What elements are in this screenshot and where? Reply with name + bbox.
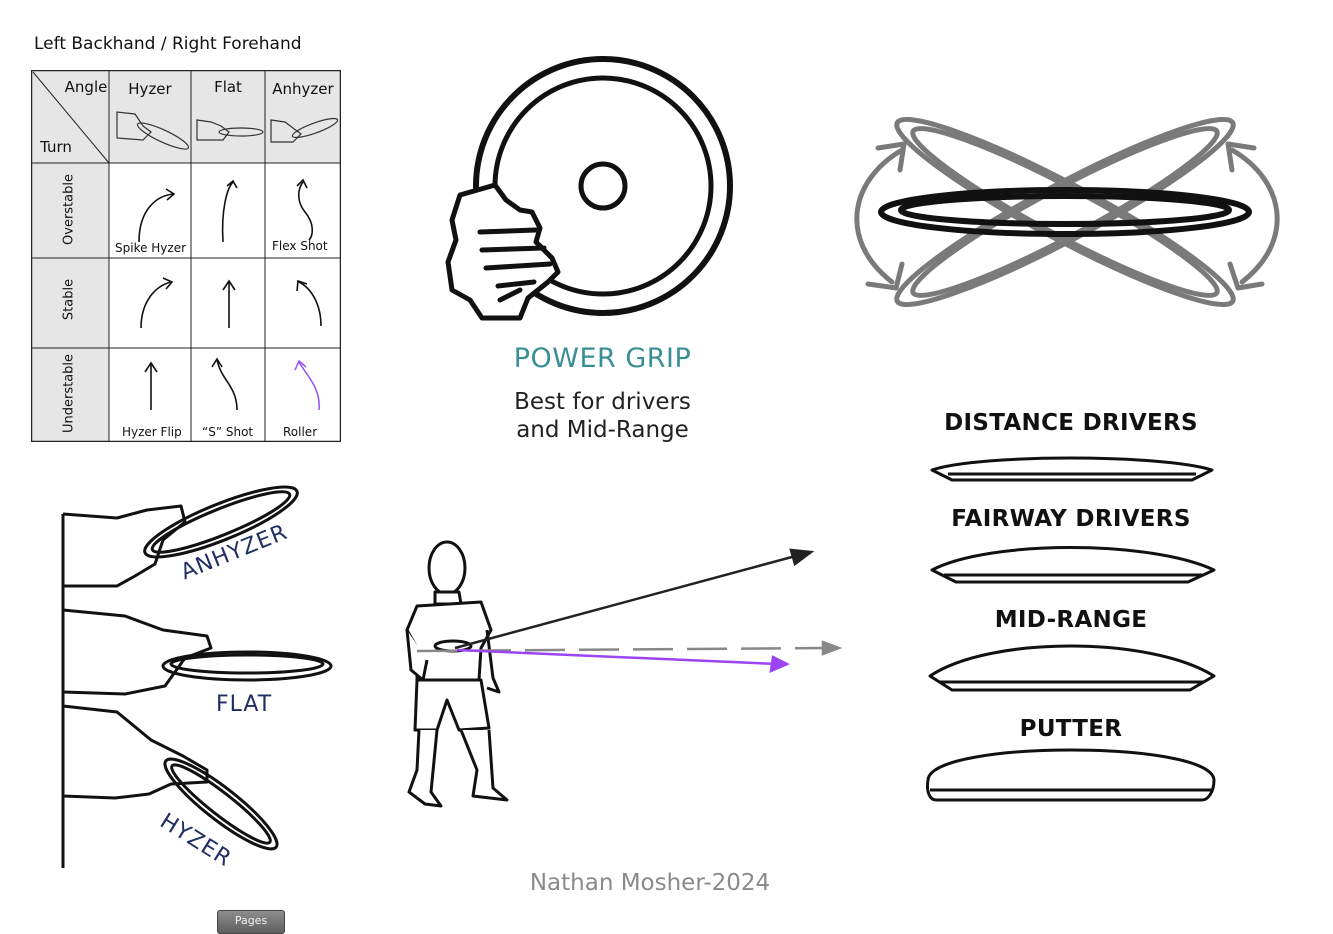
flight-chart-title: Left Backhand / Right Forehand [34,34,302,54]
flight-chart-grid [31,70,341,442]
disc-label-putter: PUTTER [1019,716,1123,742]
shot-label-spike-hyzer: Spike Hyzer [115,241,187,255]
angle-label-flat: FLAT [216,692,273,717]
grip-description: Best for drivers and Mid-Range [470,388,735,444]
row-header-understable: Understable [61,353,77,434]
hand-hyzer-icon [116,111,190,150]
hand-hyzer-release-icon [62,704,209,800]
path-overstable-flat [221,181,234,243]
hand-anhyzer-release-icon [62,504,187,588]
path-overstable-hyzer [138,193,174,243]
hand-flat-icon [196,119,264,141]
power-grip-illustration [445,56,733,321]
flight-chart: Angle Turn Hyzer Flat Anhyzer Overstable… [31,70,341,442]
disc-tilt-illustration [854,116,1280,308]
shot-label-hyzer-flip: Hyzer Flip [122,425,182,439]
column-header-anhyzer: Anhyzer [272,80,334,98]
shot-label-roller: Roller [283,425,318,439]
row-header-stable: Stable [61,278,77,321]
release-angle-illustration [61,485,333,868]
rotate-left-arrow-icon [854,147,905,285]
pages-button[interactable]: Pages [217,910,285,934]
rotate-right-arrow-icon [1229,147,1280,285]
column-header-hyzer: Hyzer [128,80,172,98]
hand-anhyzer-icon [270,117,339,143]
disc-label-fairway-drivers: FAIRWAY DRIVERS [951,506,1191,532]
thrower-illustration [405,540,843,808]
disc-label-mid-range: MID-RANGE [994,607,1148,633]
hand-flat-release-icon [62,608,213,696]
column-header-flat: Flat [214,78,242,96]
thrower-figure [405,540,509,808]
path-understable-flat [216,359,238,411]
shot-label-s-shot: “S” Shot [202,425,254,439]
path-stable-anhyzer [298,281,322,327]
corner-angle-label: Angle [64,78,108,96]
corner-turn-label: Turn [40,138,72,156]
throw-line-hyzer [456,648,778,666]
row-header-overstable: Overstable [61,174,77,245]
grip-description-line-1: Best for drivers [514,389,691,415]
disc-label-distance-drivers: DISTANCE DRIVERS [944,410,1198,436]
disc-profiles [926,456,1216,802]
grip-title: POWER GRIP [513,343,692,374]
throw-line-anhyzer [454,552,804,650]
mid-range-profile [928,644,1216,692]
author-credit: Nathan Mosher-2024 [529,870,771,896]
path-stable-hyzer [140,281,172,329]
grip-description-line-2: and Mid-Range [516,417,689,443]
path-overstable-anhyzer [297,181,314,241]
putter-profile [926,748,1216,802]
fairway-driver-profile [930,546,1216,584]
shot-label-flex-shot: Flex Shot [272,239,328,253]
path-understable-anhyzer [294,359,320,411]
distance-driver-profile [930,456,1214,482]
